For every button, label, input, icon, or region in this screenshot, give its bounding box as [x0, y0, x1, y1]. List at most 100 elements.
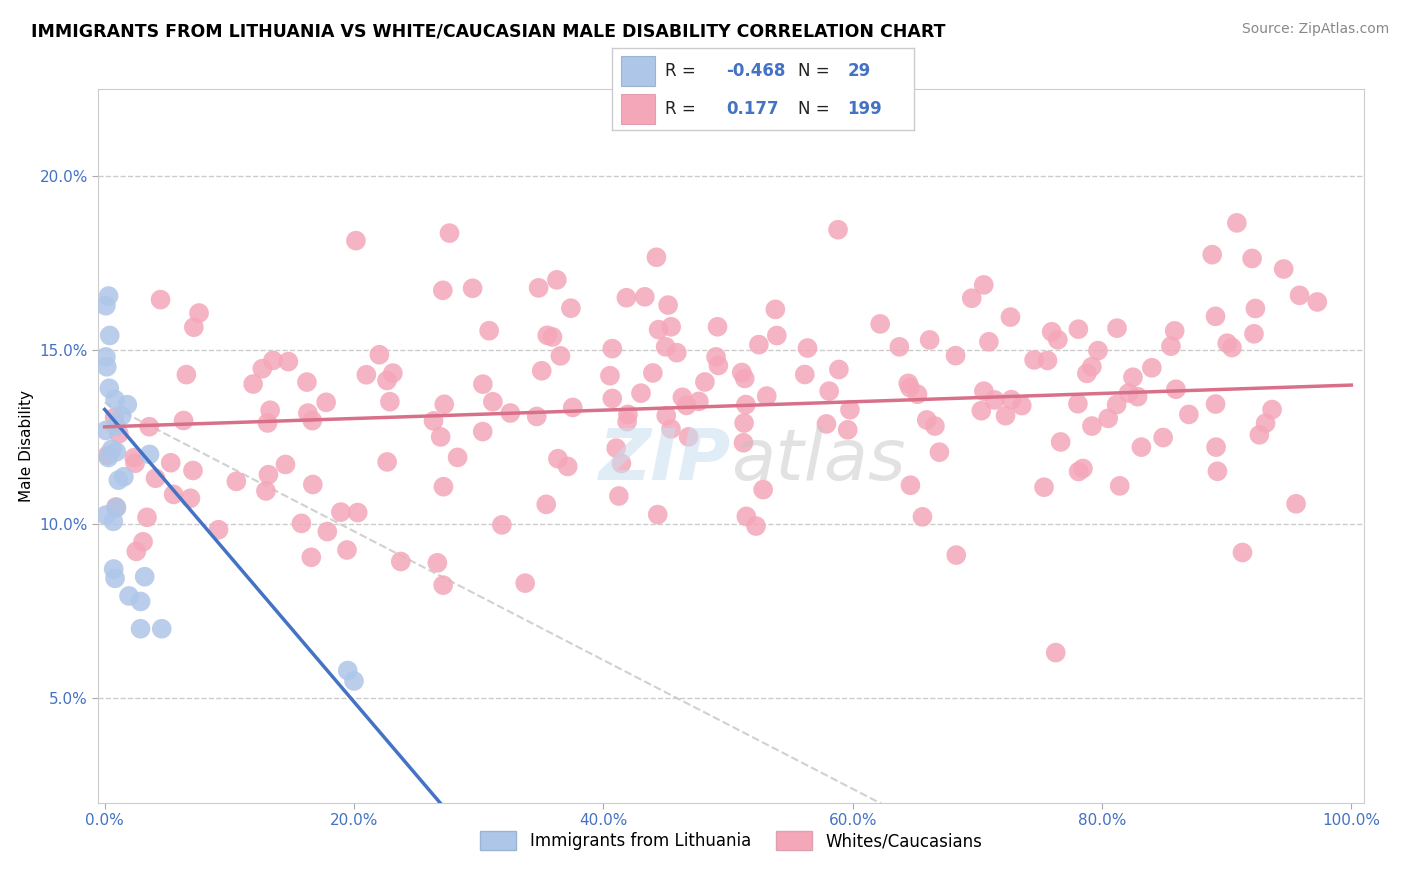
- Point: [641, 366, 664, 380]
- Point: [375, 455, 398, 469]
- Point: [647, 323, 669, 337]
- Point: [647, 508, 669, 522]
- Point: [1164, 382, 1187, 396]
- Text: R =: R =: [665, 100, 695, 119]
- Point: [173, 413, 195, 427]
- Point: [256, 416, 278, 430]
- Point: [655, 409, 678, 423]
- Point: [616, 291, 638, 305]
- Point: [550, 349, 572, 363]
- Point: [290, 516, 312, 531]
- Point: [125, 544, 148, 558]
- Point: [315, 395, 337, 409]
- Point: [561, 401, 583, 415]
- Point: [630, 386, 652, 401]
- Point: [105, 500, 128, 515]
- Point: [1067, 322, 1090, 336]
- Point: [675, 399, 697, 413]
- Point: [129, 622, 152, 636]
- Text: Source: ZipAtlas.com: Source: ZipAtlas.com: [1241, 22, 1389, 37]
- Point: [1160, 339, 1182, 353]
- Point: [432, 283, 454, 297]
- Point: [793, 368, 815, 382]
- Point: [97, 450, 120, 465]
- Point: [97, 289, 120, 303]
- Point: [1081, 419, 1104, 434]
- Point: [748, 337, 770, 351]
- Point: [610, 457, 633, 471]
- Point: [159, 456, 181, 470]
- Point: [138, 447, 160, 461]
- Point: [898, 381, 921, 395]
- Point: [541, 330, 564, 344]
- Point: [136, 510, 159, 524]
- Point: [659, 422, 682, 436]
- Point: [763, 302, 786, 317]
- Point: [752, 483, 775, 497]
- Point: [1108, 479, 1130, 493]
- Point: [482, 394, 505, 409]
- Point: [122, 450, 145, 465]
- Point: [1105, 321, 1128, 335]
- Point: [1216, 336, 1239, 351]
- Point: [96, 359, 118, 374]
- Point: [1205, 397, 1227, 411]
- Point: [526, 409, 548, 424]
- Point: [1067, 397, 1090, 411]
- Point: [1126, 390, 1149, 404]
- Point: [918, 333, 941, 347]
- Point: [254, 483, 277, 498]
- Point: [299, 550, 322, 565]
- Point: [671, 390, 693, 404]
- Point: [994, 409, 1017, 423]
- Point: [277, 354, 299, 368]
- Point: [145, 471, 167, 485]
- Point: [1285, 497, 1308, 511]
- Point: [1226, 216, 1249, 230]
- Point: [1000, 392, 1022, 407]
- FancyBboxPatch shape: [620, 95, 655, 125]
- Point: [183, 320, 205, 334]
- Point: [381, 366, 404, 380]
- Point: [433, 397, 456, 411]
- Point: [262, 353, 284, 368]
- Point: [818, 384, 841, 398]
- Point: [1040, 325, 1063, 339]
- Point: [162, 487, 184, 501]
- Point: [259, 403, 281, 417]
- Point: [242, 377, 264, 392]
- Point: [536, 328, 558, 343]
- Point: [897, 376, 920, 391]
- Text: IMMIGRANTS FROM LITHUANIA VS WHITE/CAUCASIAN MALE DISABILITY CORRELATION CHART: IMMIGRANTS FROM LITHUANIA VS WHITE/CAUCA…: [31, 22, 945, 40]
- Point: [94, 299, 117, 313]
- Point: [706, 319, 728, 334]
- Point: [1087, 343, 1109, 358]
- Point: [343, 673, 366, 688]
- Point: [599, 368, 621, 383]
- Point: [665, 345, 688, 359]
- Point: [973, 277, 995, 292]
- Point: [336, 543, 359, 558]
- Point: [1201, 247, 1223, 261]
- Point: [915, 413, 938, 427]
- Point: [1206, 464, 1229, 478]
- Point: [928, 445, 950, 459]
- Point: [138, 419, 160, 434]
- Point: [274, 458, 297, 472]
- Text: -0.468: -0.468: [727, 62, 786, 79]
- Point: [960, 291, 983, 305]
- Point: [900, 478, 922, 492]
- Point: [1249, 427, 1271, 442]
- Point: [129, 594, 152, 608]
- Point: [346, 506, 368, 520]
- Point: [426, 556, 449, 570]
- Point: [657, 298, 679, 312]
- Point: [828, 362, 851, 376]
- Point: [659, 319, 682, 334]
- Point: [118, 589, 141, 603]
- Point: [107, 473, 129, 487]
- Point: [429, 430, 451, 444]
- Point: [491, 517, 513, 532]
- Point: [439, 226, 461, 240]
- Point: [1033, 480, 1056, 494]
